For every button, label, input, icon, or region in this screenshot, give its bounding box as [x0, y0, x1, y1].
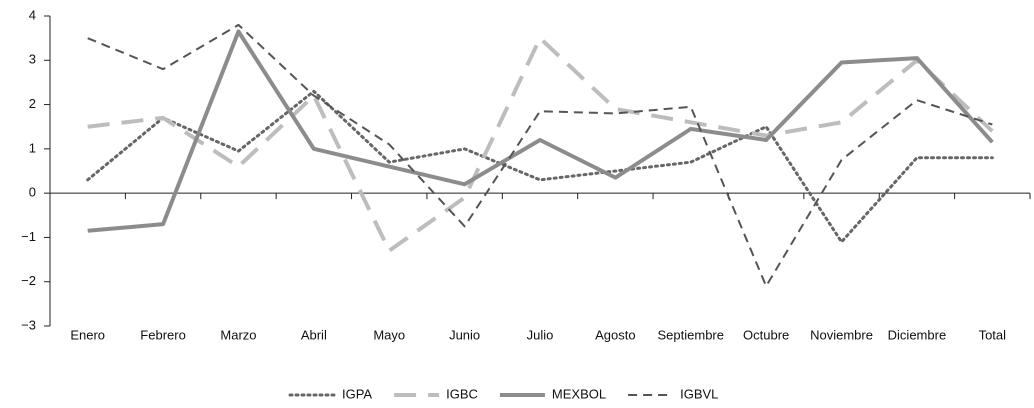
x-tick-label: Agosto [595, 327, 635, 342]
legend-label: IGBVL [680, 386, 718, 401]
y-tick-label: 0 [29, 185, 36, 200]
x-tick-label: Febrero [140, 327, 186, 342]
x-tick-label: Septiembre [658, 327, 724, 342]
x-tick-label: Julio [527, 327, 554, 342]
legend-label: IGBC [446, 386, 478, 401]
x-tick-label: Noviembre [810, 327, 873, 342]
x-tick-label: Enero [70, 327, 105, 342]
x-tick-label: Marzo [220, 327, 256, 342]
x-tick-label: Octubre [743, 327, 789, 342]
y-tick-label: 1 [29, 140, 36, 155]
series-line [87, 29, 994, 233]
x-tick-label: Diciembre [888, 327, 947, 342]
legend-label: MEXBOL [552, 386, 606, 401]
y-tick-label: −2 [21, 273, 36, 288]
series-line [87, 23, 993, 288]
x-tick-label: Total [979, 327, 1007, 342]
legend-label: IGPA [342, 386, 372, 401]
y-tick-label: −1 [21, 229, 36, 244]
y-tick-label: 3 [29, 52, 36, 67]
y-tick-label: 4 [29, 7, 36, 22]
x-tick-label: Abril [301, 327, 327, 342]
y-tick-label: −3 [21, 317, 36, 332]
y-tick-label: 2 [29, 96, 36, 111]
x-tick-label: Junio [449, 327, 480, 342]
series-line [86, 89, 994, 244]
x-tick-label: Mayo [373, 327, 405, 342]
